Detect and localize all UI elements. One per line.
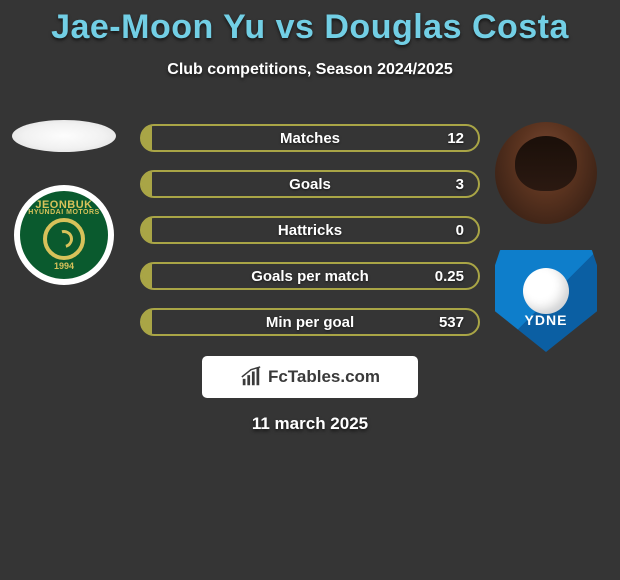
bar-chart-icon xyxy=(240,366,262,388)
stat-bar: Min per goal537 xyxy=(140,308,480,336)
club1-emblem-icon xyxy=(43,218,85,260)
fctables-logo: FcTables.com xyxy=(202,356,418,398)
logo-text: FcTables.com xyxy=(268,367,380,387)
stat-bar: Goals3 xyxy=(140,170,480,198)
stat-bar-label: Goals xyxy=(142,176,478,193)
stat-bars: Matches12 Goals3 Hattricks0 Goals per match… xyxy=(140,124,480,336)
club1-badge: JEONBUK HYUNDAI MOTORS 1994 xyxy=(14,176,114,294)
club2-ball-icon xyxy=(523,268,569,314)
stat-bar: Goals per match0.25 xyxy=(140,262,480,290)
club2-text: YDNE xyxy=(495,312,597,328)
stat-bar-value: 12 xyxy=(447,130,464,147)
stat-bar: Matches12 xyxy=(140,124,480,152)
player2-photo xyxy=(495,122,597,224)
stat-bar: Hattricks0 xyxy=(140,216,480,244)
stat-bar-value: 3 xyxy=(456,176,464,193)
left-column: JEONBUK HYUNDAI MOTORS 1994 xyxy=(8,120,120,294)
stat-bar-value: 537 xyxy=(439,314,464,331)
player1-photo xyxy=(12,120,116,152)
right-column: YDNE xyxy=(490,122,602,352)
stat-bar-value: 0.25 xyxy=(435,268,464,285)
date-text: 11 march 2025 xyxy=(0,414,620,434)
club1-year: 1994 xyxy=(54,261,74,271)
stat-bar-value: 0 xyxy=(456,222,464,239)
stat-bar-label: Goals per match xyxy=(142,268,478,285)
page-title: Jae-Moon Yu vs Douglas Costa xyxy=(0,0,620,47)
stat-bar-label: Min per goal xyxy=(142,314,478,331)
club2-badge: YDNE xyxy=(495,250,597,352)
subtitle: Club competitions, Season 2024/2025 xyxy=(0,61,620,79)
club1-sub: HYUNDAI MOTORS xyxy=(28,209,99,216)
stat-bar-label: Hattricks xyxy=(142,222,478,239)
stat-bar-label: Matches xyxy=(142,130,478,147)
